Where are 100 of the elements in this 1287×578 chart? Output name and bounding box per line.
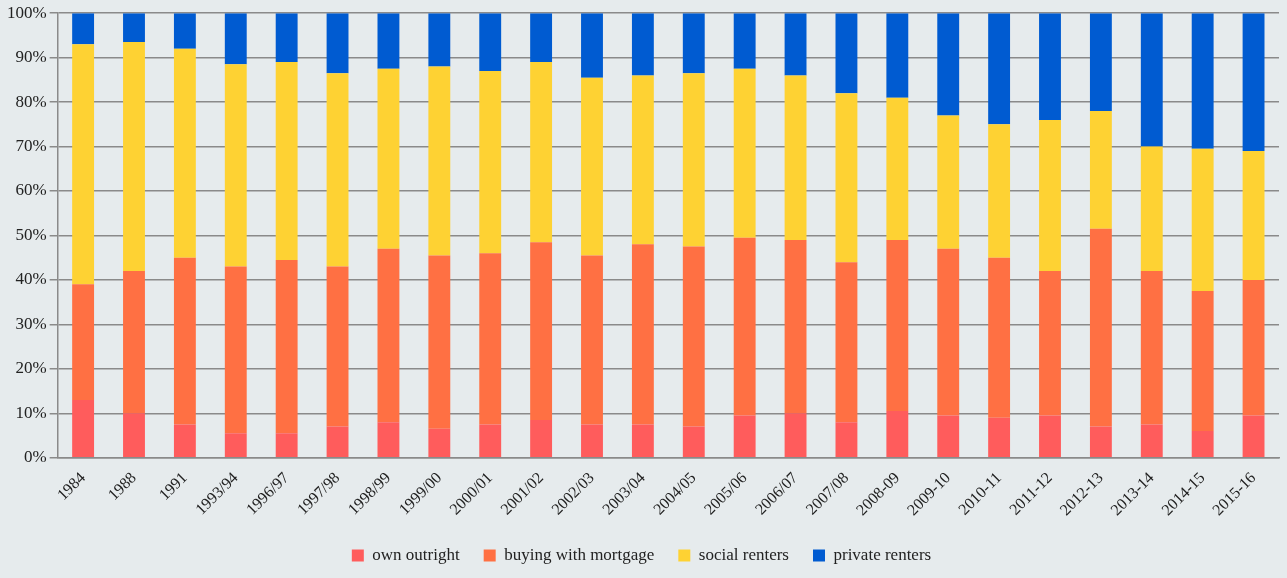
bar — [326, 266, 349, 427]
bar — [581, 77, 603, 256]
bar — [428, 66, 451, 256]
bar — [275, 13, 298, 63]
bar — [224, 433, 247, 457]
bar — [530, 242, 553, 420]
bar — [988, 417, 1011, 457]
bar — [886, 239, 909, 412]
bar — [530, 419, 553, 457]
bar — [733, 68, 756, 238]
bar — [1242, 13, 1265, 151]
bar — [1039, 119, 1061, 272]
bar — [479, 70, 502, 254]
bar — [581, 13, 603, 78]
bar — [835, 262, 858, 423]
bar — [733, 415, 756, 457]
bar — [631, 424, 654, 457]
y-tick-label: 50% — [15, 224, 47, 244]
bar — [326, 13, 349, 74]
bar — [72, 399, 95, 457]
y-tick-label: 60% — [15, 180, 47, 200]
bar — [988, 124, 1011, 258]
legend-label: buying with mortgage — [504, 544, 655, 564]
x-tick-label: 1991 — [155, 468, 190, 504]
bar — [1191, 13, 1214, 149]
bar — [224, 266, 247, 434]
bar — [1089, 228, 1112, 427]
bar — [1242, 279, 1265, 416]
bar — [479, 253, 502, 425]
legend-label: own outright — [372, 544, 460, 564]
bar — [733, 237, 756, 416]
bar — [631, 75, 654, 245]
bar — [173, 48, 196, 258]
y-tick-label: 0% — [23, 447, 47, 467]
legend-label: private renters — [833, 544, 932, 564]
bar — [1191, 291, 1214, 432]
bar — [275, 259, 298, 434]
bar — [72, 284, 95, 400]
bar — [682, 73, 705, 247]
bar — [224, 64, 247, 267]
bar — [123, 413, 145, 457]
bar — [1140, 271, 1163, 425]
bar — [275, 62, 298, 260]
bar — [1191, 431, 1214, 457]
bar — [784, 75, 807, 240]
bar — [1089, 110, 1112, 229]
bar — [581, 424, 603, 457]
bar — [886, 97, 909, 240]
bar — [326, 426, 349, 457]
bar — [1140, 13, 1163, 147]
bar — [1039, 415, 1061, 457]
bar — [1140, 146, 1163, 272]
bar — [631, 244, 654, 425]
bar — [1191, 148, 1214, 292]
bar — [326, 73, 349, 267]
bar — [72, 13, 95, 45]
bar — [530, 13, 553, 63]
bar — [1242, 151, 1265, 280]
bar — [123, 271, 145, 414]
bar — [835, 13, 858, 94]
bar — [173, 13, 196, 49]
bar — [682, 246, 705, 427]
bar — [784, 413, 807, 457]
y-tick-label: 90% — [15, 47, 47, 67]
bar — [937, 115, 960, 249]
bar — [72, 44, 95, 285]
bar — [1039, 271, 1061, 416]
bar — [988, 13, 1011, 125]
bar — [1140, 424, 1163, 457]
bar — [224, 13, 247, 65]
bar — [377, 248, 400, 423]
bar — [275, 433, 298, 457]
bar — [479, 424, 502, 457]
bar — [784, 239, 807, 414]
y-tick-label: 70% — [15, 136, 47, 156]
bar — [530, 62, 553, 243]
bar — [682, 13, 705, 74]
bar — [581, 255, 603, 425]
bar — [123, 13, 145, 43]
bar — [733, 13, 756, 69]
bar — [377, 68, 400, 249]
bar — [377, 422, 400, 457]
y-tick-label: 20% — [15, 358, 47, 378]
bar — [428, 428, 451, 457]
bar — [123, 42, 145, 272]
bar — [1089, 13, 1112, 111]
bar — [173, 257, 196, 425]
bar — [988, 257, 1011, 418]
bar — [377, 13, 400, 69]
bar — [428, 13, 451, 67]
bar — [937, 248, 960, 416]
bar — [886, 13, 909, 98]
bar — [886, 411, 909, 457]
bar — [835, 93, 858, 263]
bar — [1089, 426, 1112, 457]
bar — [1039, 13, 1061, 120]
bar — [682, 426, 705, 457]
bar — [784, 13, 807, 76]
y-tick-label: 10% — [15, 402, 47, 422]
y-tick-label: 30% — [15, 313, 47, 333]
